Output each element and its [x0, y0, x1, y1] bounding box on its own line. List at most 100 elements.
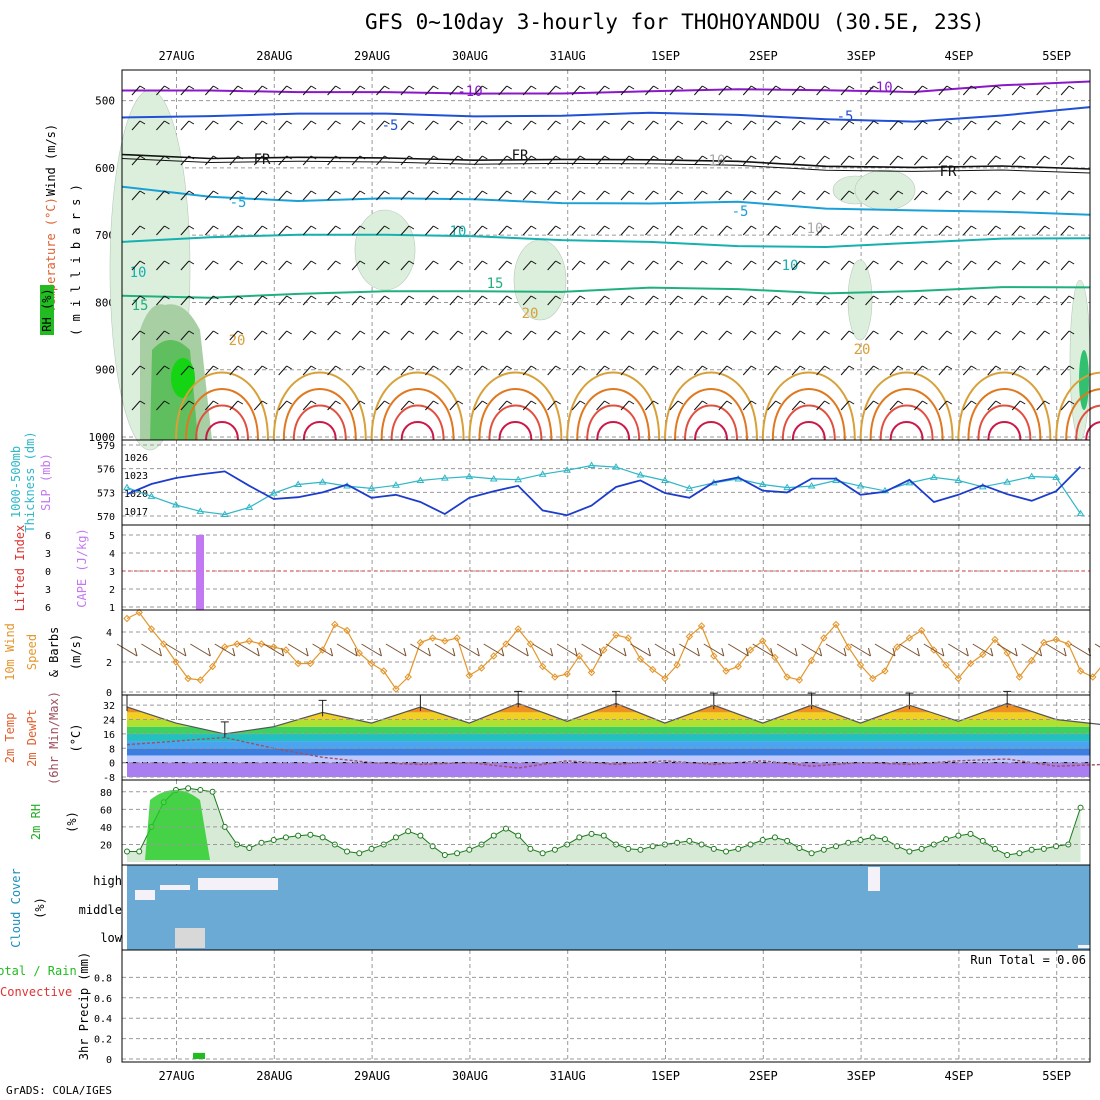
- wind-barb: [530, 365, 537, 370]
- thickness-marker: [954, 476, 963, 484]
- pressure-tick-label: 500: [95, 95, 115, 108]
- wind-barb: [530, 85, 537, 90]
- rh-marker: [454, 850, 461, 857]
- warm-contour: [292, 404, 347, 441]
- wind-barb: [530, 295, 537, 300]
- wind-barb: [824, 295, 830, 300]
- wind-barb: [946, 155, 953, 160]
- wind-barb: [164, 120, 170, 125]
- wind10-marker: [624, 634, 632, 642]
- wind-barb: [775, 225, 781, 230]
- wind10-barb: [721, 647, 725, 657]
- thickness-marker: [147, 492, 156, 499]
- temp-band: [127, 703, 1090, 706]
- wind10-barb: [556, 643, 578, 657]
- wind10-barb: [1039, 647, 1043, 657]
- wind-barb: [473, 190, 483, 201]
- wind-barb: [555, 295, 561, 300]
- wind-barb: [278, 155, 288, 166]
- rh-marker: [1040, 845, 1047, 852]
- warm-contour: [586, 404, 641, 441]
- wind-barb: [1011, 85, 1021, 96]
- panel-frame: [121, 439, 1091, 526]
- wind-barb: [596, 120, 605, 131]
- wind-barb: [848, 260, 855, 265]
- wind-barb: [693, 85, 703, 96]
- wind-barb: [473, 330, 483, 341]
- rh-marker: [1077, 804, 1084, 811]
- wind10-marker: [172, 658, 180, 666]
- wind-barb: [1068, 295, 1075, 300]
- wind-barb: [897, 190, 904, 195]
- wind-barb: [384, 85, 390, 90]
- rh-marker: [490, 832, 497, 839]
- x-axis-top-label: 27AUG: [158, 49, 194, 63]
- wind-barb: [213, 260, 219, 265]
- contour-label: -10: [867, 80, 892, 96]
- wind-barb: [1068, 225, 1075, 230]
- wind-barb: [400, 260, 410, 271]
- wind-barb: [1060, 400, 1070, 411]
- wind-barb: [922, 365, 928, 370]
- wind-barb: [351, 85, 361, 96]
- wind-barb: [327, 330, 336, 341]
- wind-barb: [237, 400, 244, 405]
- thickness-marker: [392, 481, 400, 488]
- wind-barb: [702, 330, 708, 335]
- wind10-marker: [123, 614, 131, 623]
- wind-barb: [816, 225, 825, 236]
- wind-barb: [962, 120, 972, 131]
- wind-barb: [1011, 225, 1021, 236]
- wind-barb: [922, 330, 928, 335]
- rh-marker: [649, 843, 656, 850]
- wind-barb: [237, 365, 244, 370]
- wind-barb: [938, 260, 948, 271]
- wind-barb: [579, 330, 586, 335]
- wind-barb: [677, 120, 684, 125]
- wind-barb: [742, 155, 752, 166]
- wind-barb: [750, 225, 757, 230]
- wind-barb: [180, 365, 190, 376]
- wind-barb: [914, 85, 923, 96]
- wind-barb: [457, 225, 464, 230]
- wind-barb: [253, 260, 263, 271]
- wind-barb: [302, 330, 312, 341]
- contour-label: -5: [230, 195, 247, 211]
- contour-label: -10: [457, 84, 482, 100]
- wind-barb: [1044, 85, 1050, 90]
- wind-barb: [848, 120, 855, 125]
- wind-barb: [204, 260, 214, 271]
- wind-barb: [865, 260, 874, 271]
- wind-barb: [1019, 85, 1026, 90]
- wind-barb: [384, 120, 390, 125]
- wind-barb: [873, 260, 879, 265]
- wind-barb: [1011, 295, 1021, 306]
- pressure-tick-label: 900: [95, 364, 115, 377]
- wind-barb: [261, 260, 268, 265]
- wind-barb: [1036, 260, 1046, 271]
- rh-marker: [784, 837, 791, 844]
- wind-barb: [702, 260, 708, 265]
- wind10-marker: [196, 676, 205, 684]
- wind-barb: [1068, 120, 1075, 125]
- wind-barb: [987, 400, 997, 411]
- wind-barb: [726, 225, 733, 230]
- low-cloud-gap: [175, 928, 205, 948]
- wind-barb: [767, 330, 777, 341]
- wind-barb: [571, 190, 581, 201]
- wind-barb: [840, 85, 850, 96]
- wind-barb: [775, 260, 781, 265]
- wind-barb: [237, 225, 244, 230]
- wind-barb: [1060, 295, 1070, 306]
- wind-barb: [669, 365, 679, 376]
- wind-barb: [522, 85, 532, 96]
- wind-barb: [702, 225, 708, 230]
- wind-barb: [922, 260, 928, 265]
- wind-barb: [302, 260, 312, 271]
- cloud-cover-area: [127, 865, 1090, 950]
- wind-barb: [156, 365, 165, 376]
- wind-barb: [1044, 225, 1050, 230]
- wind-barb: [742, 260, 752, 271]
- wind-barb: [873, 120, 879, 125]
- wind-barb: [229, 365, 239, 376]
